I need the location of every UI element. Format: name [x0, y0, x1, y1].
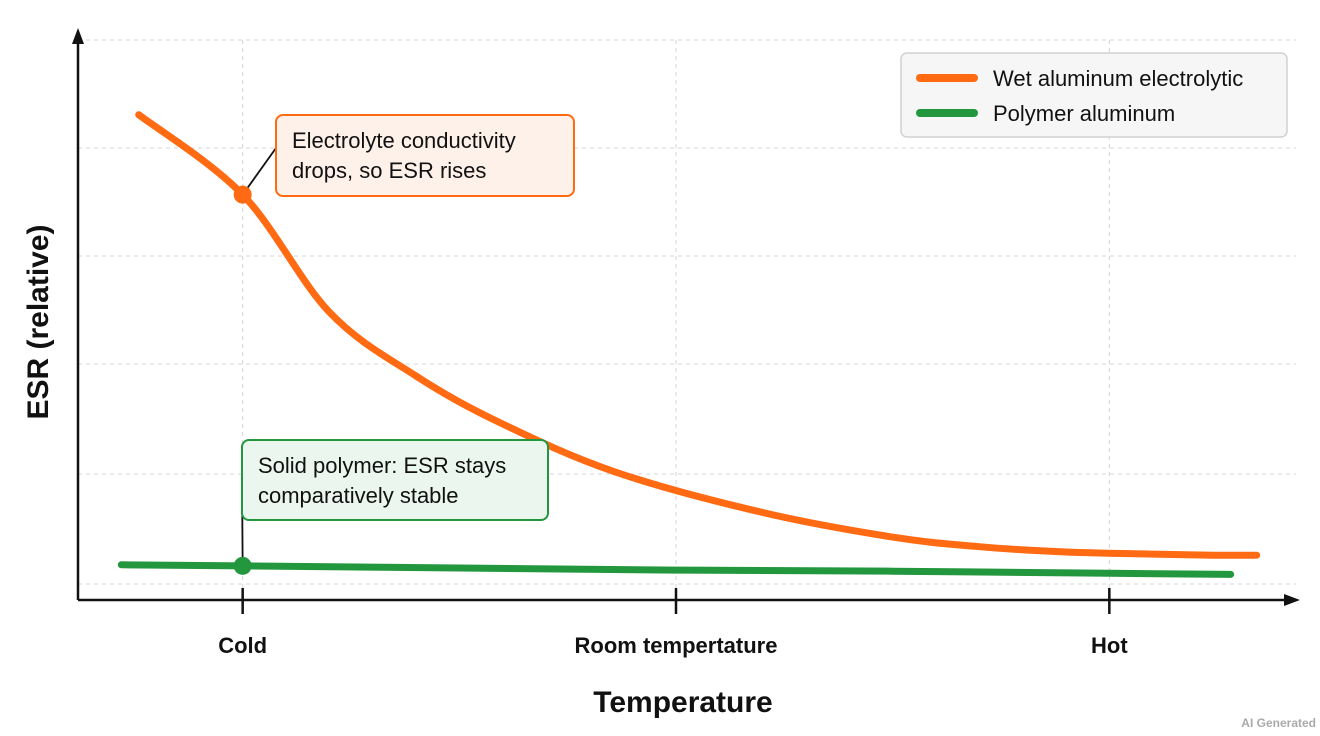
x-tick-label: Hot	[1091, 633, 1128, 658]
callout-marker	[233, 185, 252, 204]
callout-text: Solid polymer: ESR stays	[258, 453, 506, 478]
x-tick-label: Cold	[218, 633, 267, 658]
y-axis-arrow	[72, 28, 84, 44]
x-tick-label: Room tempertature	[575, 633, 778, 658]
callout-text: drops, so ESR rises	[292, 158, 486, 183]
series-line-polymer-aluminum	[117, 561, 1235, 578]
callout-marker	[233, 556, 252, 575]
axes	[72, 28, 1300, 606]
legend-label: Polymer aluminum	[993, 101, 1175, 126]
series-lines	[117, 111, 1261, 578]
x-axis-title: Temperature	[593, 686, 773, 719]
watermark: AI Generated	[1241, 716, 1316, 730]
series-line-wet-aluminum	[135, 111, 1261, 559]
y-axis-title: ESR (relative)	[22, 224, 55, 419]
callout-box	[275, 114, 575, 197]
legend-label: Wet aluminum electrolytic	[993, 66, 1243, 91]
callout-leader	[241, 147, 277, 196]
legend-box	[900, 52, 1288, 138]
legend: Wet aluminum electrolytic Polymer aluminu…	[900, 52, 1288, 138]
callout-text: Electrolyte conductivity	[292, 128, 516, 153]
x-ticks: Cold Room tempertature Hot	[218, 588, 1128, 658]
callout-box	[241, 439, 549, 521]
callout-text: comparatively stable	[258, 483, 459, 508]
annotations: Electrolyte conductivity drops, so ESR ri…	[233, 114, 575, 575]
x-axis-arrow	[1284, 594, 1300, 606]
